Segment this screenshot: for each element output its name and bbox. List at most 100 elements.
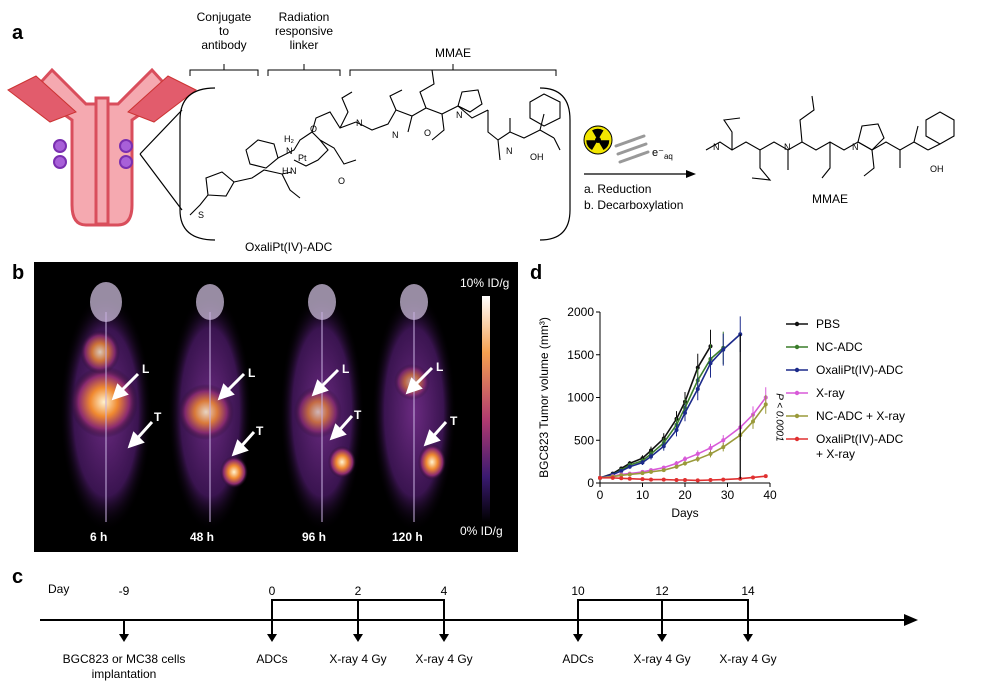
data-point <box>610 475 615 480</box>
data-point <box>695 451 700 456</box>
data-point <box>721 477 726 482</box>
data-point <box>695 478 700 483</box>
day-label: Day <box>48 582 70 596</box>
day-1: 0 <box>268 584 276 598</box>
data-point <box>649 469 653 474</box>
data-point <box>751 419 755 424</box>
arrow-label-t-2: T <box>256 424 264 438</box>
atom-o2: O <box>338 176 346 186</box>
p-value-label: P < 0.0001 <box>773 393 784 441</box>
bracket-label-linker: Radiation responsive linker <box>274 10 334 52</box>
panel-a-letter: a <box>12 22 24 44</box>
data-point <box>627 472 632 477</box>
mmae-structure <box>705 95 955 181</box>
tumor-volume-chart: 0 500 1000 1500 2000 0 10 20 30 40 Days BGC823 Tumo… <box>537 305 905 520</box>
data-point <box>695 386 700 391</box>
treatment-timeline <box>40 599 918 642</box>
day-6: 14 <box>741 584 755 598</box>
mouse-96h <box>280 284 364 532</box>
pet-imaging-panel <box>34 262 518 552</box>
legend-marker-4 <box>794 413 800 419</box>
atom-oh1: OH <box>530 152 544 162</box>
data-point <box>763 402 768 407</box>
event-arrowhead-1 <box>267 634 277 642</box>
x-tick-label: 30 <box>721 488 735 502</box>
data-point <box>721 445 726 450</box>
data-point <box>674 464 679 469</box>
step-reduction: a. Reduction <box>584 182 652 196</box>
event-arrowhead-3 <box>439 634 449 642</box>
data-point <box>674 478 679 483</box>
x-tick-label: 40 <box>763 488 777 502</box>
legend-marker-0 <box>794 321 800 327</box>
atom-pt: Pt <box>298 153 307 163</box>
y-tick-label: 2000 <box>567 305 594 319</box>
atom-n3: N <box>356 118 363 128</box>
arrow-label-t-1: T <box>154 410 162 424</box>
x-tick-label: 20 <box>678 488 692 502</box>
arrow-label-l-1: L <box>142 362 150 376</box>
arrow-label-t-3: T <box>354 408 362 422</box>
antibody-icon <box>7 67 197 227</box>
atom-o1: O <box>310 124 318 134</box>
event-label-3: X-ray 4 Gy <box>415 652 473 666</box>
event-arrowhead-0 <box>119 634 129 642</box>
panel-c-letter: c <box>12 566 24 588</box>
x-tick-label: 0 <box>597 488 604 502</box>
event-label-0: BGC823 or MC38 cells implantation <box>62 652 186 681</box>
data-point <box>683 478 687 483</box>
event-arrowhead-4 <box>573 634 583 642</box>
step-decarboxylation: b. Decarboxylation <box>584 198 684 212</box>
atom-o3: O <box>424 128 432 138</box>
data-point <box>683 410 687 415</box>
data-point <box>708 451 713 456</box>
bracket-label-mmae: MMAE <box>435 46 471 60</box>
legend-marker-5 <box>794 436 800 442</box>
event-label-5: X-ray 4 Gy <box>633 652 691 666</box>
event-arrowhead-2 <box>353 634 363 642</box>
organ-arrows <box>111 366 448 457</box>
legend-label-2: OxaliPt(IV)-ADC <box>816 363 904 377</box>
data-point <box>683 461 687 466</box>
timepoint-label-96h: 96 h <box>302 530 327 544</box>
timepoint-label-6h: 6 h <box>90 530 108 544</box>
event-label-2: X-ray 4 Gy <box>329 652 387 666</box>
timepoint-label-120h: 120 h <box>392 530 423 544</box>
legend-label-1: NC-ADC <box>816 340 863 354</box>
electron-beam-icon <box>614 134 650 164</box>
atom-n9: N <box>852 142 859 152</box>
data-point <box>661 477 666 482</box>
y-tick-label: 1000 <box>567 391 594 405</box>
data-point <box>708 361 713 366</box>
day-5: 12 <box>655 584 669 598</box>
event-label-6: X-ray 4 Gy <box>719 652 777 666</box>
oxalipt-adc-structure <box>189 69 561 216</box>
data-point <box>627 476 632 481</box>
data-point <box>649 454 653 459</box>
legend-marker-2 <box>794 367 800 373</box>
radiation-icon <box>583 125 613 155</box>
data-point <box>721 438 726 443</box>
x-axis-label: Days <box>671 506 698 520</box>
data-point <box>649 477 653 482</box>
y-axis-label: BGC823 Tumor volume (mm³) <box>537 317 551 478</box>
timeline-arrowhead <box>904 614 918 626</box>
arrow-label-l-3: L <box>342 362 350 376</box>
atom-n1: N <box>286 146 293 156</box>
event-label-4: ADCs <box>562 652 594 666</box>
arrow-label-l-2: L <box>248 366 256 380</box>
atom-h: H <box>282 166 289 176</box>
data-point <box>627 464 632 469</box>
data-point <box>683 457 687 462</box>
data-point <box>661 468 666 473</box>
data-point <box>640 477 645 482</box>
atom-n4: N <box>392 130 399 140</box>
data-point <box>619 473 624 478</box>
data-point <box>708 478 713 483</box>
x-tick-label: 10 <box>636 488 650 502</box>
legend-marker-3 <box>794 390 800 396</box>
data-point <box>708 445 713 450</box>
data-point <box>695 365 700 370</box>
day-0: -9 <box>118 584 130 598</box>
data-point <box>640 460 645 465</box>
